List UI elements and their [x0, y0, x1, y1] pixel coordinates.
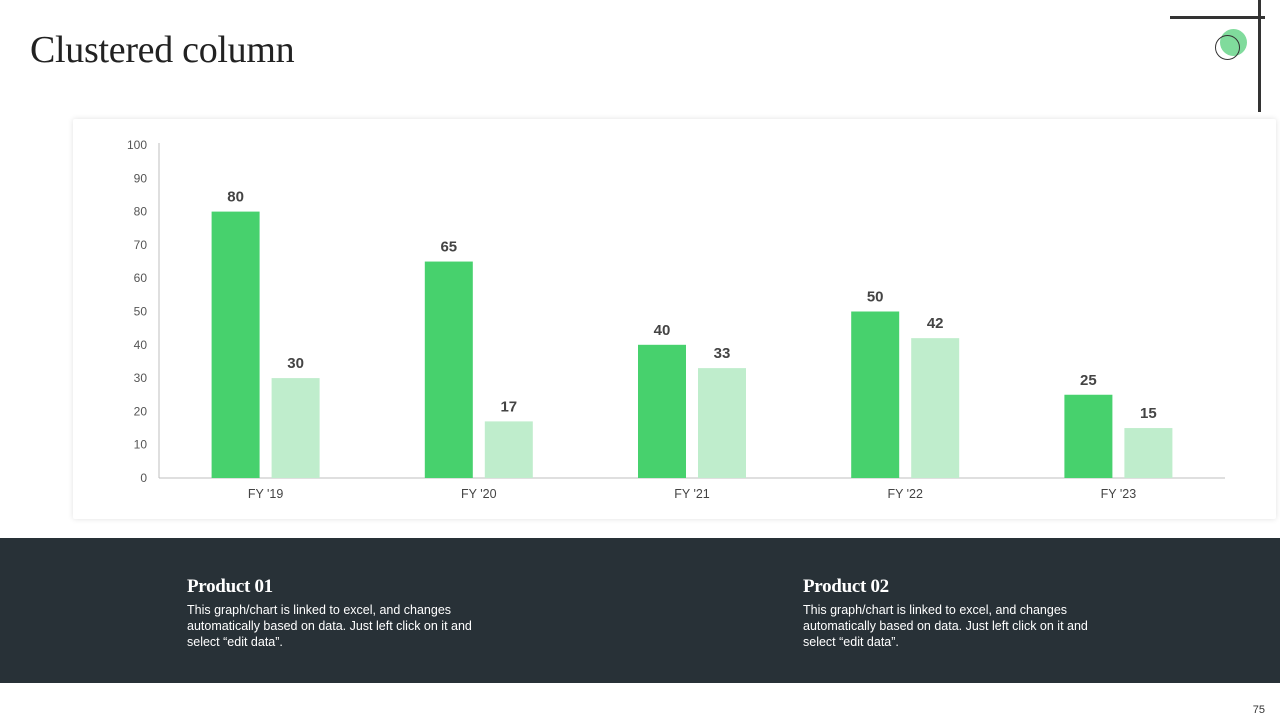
bar[interactable]	[698, 368, 746, 478]
decorative-ring-icon	[1215, 35, 1240, 60]
legend-product-2: Product 02 This graph/chart is linked to…	[803, 576, 1103, 650]
corner-decoration-line	[1258, 0, 1261, 112]
legend-description: This graph/chart is linked to excel, and…	[187, 603, 472, 649]
data-label: 40	[654, 322, 671, 339]
bar[interactable]	[911, 338, 960, 478]
bar[interactable]	[271, 378, 320, 478]
bar[interactable]	[1064, 394, 1113, 478]
legend-product-1: Product 01 This graph/chart is linked to…	[187, 576, 487, 650]
x-tick-label: FY '22	[887, 487, 923, 501]
bar[interactable]	[638, 344, 686, 478]
data-label: 25	[1080, 372, 1097, 389]
clustered-column-chart[interactable]: 0 10 20 30 40 50 60 70 80 90 100 FY '19 80 30 FY '20 65…	[73, 119, 1276, 519]
y-tick-label: 0	[140, 471, 147, 485]
x-tick-label: FY '21	[674, 487, 710, 501]
y-tick-label: 70	[134, 238, 148, 252]
legend-title: Product 01	[187, 576, 273, 597]
data-label: 42	[927, 315, 944, 332]
y-tick-label: 50	[134, 305, 148, 319]
legend-title: Product 02	[803, 576, 889, 597]
x-tick-label: FY '23	[1101, 487, 1137, 501]
data-label: 30	[287, 355, 304, 372]
bar[interactable]	[424, 261, 473, 478]
data-label: 50	[867, 289, 884, 306]
data-label: 33	[714, 345, 731, 362]
y-tick-label: 30	[134, 371, 148, 385]
corner-decoration-line	[1170, 16, 1265, 19]
slide-title: Clustered column	[30, 29, 295, 71]
chart-panel[interactable]: 0 10 20 30 40 50 60 70 80 90 100 FY '19 80 30 FY '20 65…	[73, 119, 1276, 519]
legend-description: This graph/chart is linked to excel, and…	[803, 603, 1088, 649]
data-label: 80	[227, 189, 244, 206]
bar[interactable]	[484, 421, 533, 478]
y-tick-label: 90	[134, 171, 148, 185]
bar[interactable]	[211, 211, 260, 478]
page-number: 75	[1252, 704, 1265, 716]
x-tick-label: FY '19	[248, 487, 284, 501]
data-label: 15	[1140, 405, 1157, 422]
data-label: 17	[500, 398, 517, 415]
bar[interactable]	[851, 311, 900, 479]
y-tick-label: 10	[134, 438, 148, 452]
y-tick-label: 100	[127, 138, 147, 152]
y-tick-label: 80	[134, 205, 148, 219]
bar[interactable]	[1124, 428, 1173, 478]
legend-band: Product 01 This graph/chart is linked to…	[0, 538, 1280, 683]
y-tick-label: 60	[134, 271, 148, 285]
data-label: 65	[440, 239, 457, 256]
y-tick-label: 20	[134, 404, 148, 418]
y-tick-label: 40	[134, 338, 148, 352]
x-tick-label: FY '20	[461, 487, 497, 501]
